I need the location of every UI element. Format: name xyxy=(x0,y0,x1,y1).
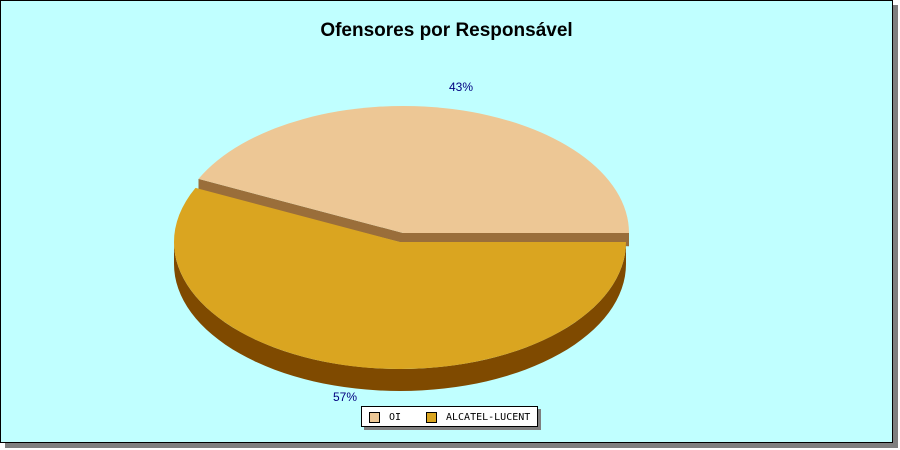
pie-label-oi: 43% xyxy=(449,80,473,94)
chart-shadow-right xyxy=(893,5,898,448)
legend-swatch-alcatel-lucent xyxy=(426,411,437,423)
pie-side-alcatel-lucent xyxy=(174,242,626,391)
chart-title: Ofensores por Responsável xyxy=(320,20,573,41)
legend-item-alcatel-lucent: ALCATEL-LUCENT xyxy=(426,411,530,423)
legend-label-alcatel-lucent: ALCATEL-LUCENT xyxy=(446,411,531,423)
legend-label-oi: OI xyxy=(389,411,402,423)
legend: OI ALCATEL-LUCENT xyxy=(361,406,538,427)
legend-swatch-oi xyxy=(369,411,380,423)
pie-slice-oi xyxy=(198,106,629,233)
pie-cut-face-oi-1 xyxy=(198,178,403,243)
legend-item-oi: OI xyxy=(369,411,401,423)
pie-slice-alcatel-lucent xyxy=(173,187,626,369)
chart-shadow-bottom xyxy=(5,443,898,448)
pie-label-alcatel-lucent: 57% xyxy=(333,390,357,404)
